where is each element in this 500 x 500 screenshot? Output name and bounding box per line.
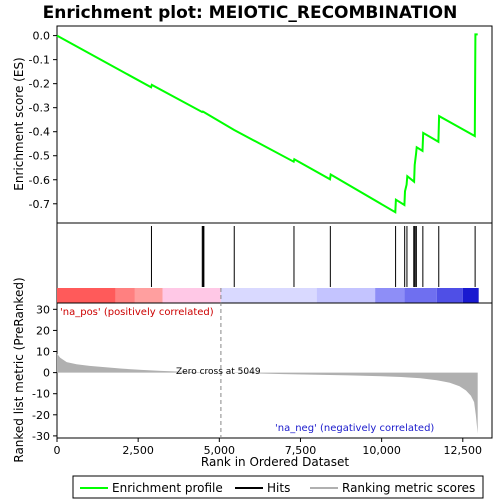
metric-y-tick-label: 10: [36, 346, 50, 359]
es-y-tick-label: -0.6: [29, 174, 50, 187]
ranking-bar-segment: [404, 288, 437, 303]
es-y-tick-label: 0.0: [33, 30, 51, 43]
ranking-bar-segment: [316, 288, 376, 303]
es-y-axis-label: Enrichment score (ES): [12, 57, 26, 190]
es-y-tick-label: -0.2: [29, 78, 50, 91]
legend-frame: [72, 475, 484, 499]
pos-correlated-label: 'na_pos' (positively correlated): [60, 307, 214, 318]
metric-y-axis: 30 20 10 0 -10 -20 -30: [32, 303, 57, 443]
ranking-color-bar: [57, 288, 479, 303]
x-tick-label: 5,000: [204, 444, 236, 457]
zero-cross-label: Zero cross at 5049: [176, 367, 261, 377]
ranking-bar-segment: [436, 288, 463, 303]
legend: Enrichment profile Hits Ranking metric s…: [72, 475, 484, 499]
x-tick-label: 7,500: [285, 444, 317, 457]
x-tick-label: 0: [54, 444, 61, 457]
metric-panel: 30 20 10 0 -10 -20 -30 0 2,500 5,000 7,500 10,000 1…: [12, 277, 493, 469]
es-y-tick-label: -0.3: [29, 102, 50, 115]
x-tick-label: 10,000: [362, 444, 401, 457]
x-tick-label: 12,500: [444, 444, 483, 457]
ranking-bar-segment: [162, 288, 221, 303]
ranking-metric-area: [57, 353, 478, 434]
es-y-tick-label: -0.1: [29, 54, 50, 67]
es-y-tick-label: -0.4: [29, 126, 50, 139]
metric-y-tick-label: -20: [32, 409, 50, 422]
x-axis-label: Rank in Ordered Dataset: [201, 455, 349, 469]
ranking-bar-segment: [115, 288, 135, 303]
legend-label-metric: Ranking metric scores: [342, 481, 475, 495]
enrichment-profile-line: [56, 33, 478, 214]
es-y-axis: 0.0 -0.1 -0.2 -0.3 -0.4 -0.5 -0.6 -0.7: [29, 30, 57, 211]
ranking-bar-segment: [462, 288, 479, 303]
x-tick-label: 2,500: [122, 444, 154, 457]
es-y-tick-label: -0.5: [29, 150, 50, 163]
chart-title: Enrichment plot: MEIOTIC_RECOMBINATION: [43, 3, 458, 23]
ranking-bar-segment: [134, 288, 163, 303]
metric-y-tick-label: 0: [43, 367, 50, 380]
metric-y-axis-label: Ranked list metric (PreRanked): [12, 277, 26, 462]
ranking-bar-segment: [57, 288, 116, 303]
metric-x-axis: 0 2,500 5,000 7,500 10,000 12,500: [54, 438, 483, 457]
hits-panel: [56, 222, 493, 304]
ranking-bar-segment: [375, 288, 405, 303]
legend-label-hits: Hits: [267, 481, 290, 495]
es-panel-frame: [56, 25, 493, 224]
hit-markers: [150, 226, 476, 287]
metric-y-tick-label: 30: [36, 303, 50, 316]
es-y-tick-label: -0.7: [29, 198, 50, 211]
metric-y-tick-label: -10: [32, 388, 50, 401]
legend-label-enrichment: Enrichment profile: [112, 481, 223, 495]
neg-correlated-label: 'na_neg' (negatively correlated): [275, 423, 434, 434]
metric-y-tick-label: 20: [36, 324, 50, 337]
metric-y-tick-label: -30: [32, 430, 50, 443]
es-panel: 0.0 -0.1 -0.2 -0.3 -0.4 -0.5 -0.6 -0.7 Enrichme…: [12, 25, 493, 224]
ranking-bar-segment: [220, 288, 317, 303]
